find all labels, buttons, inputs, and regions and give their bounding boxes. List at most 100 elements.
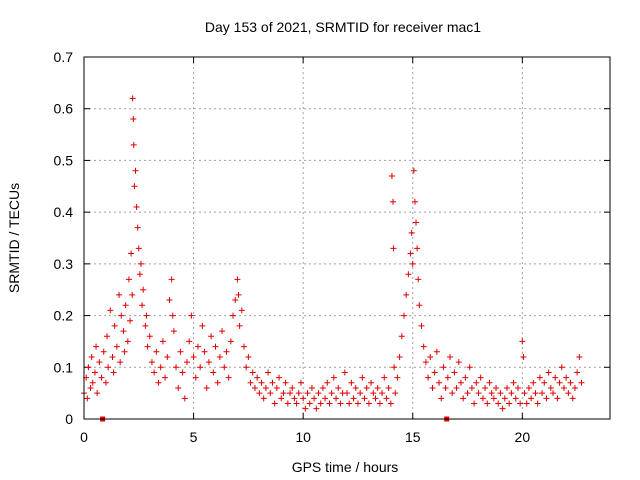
data-point: [157, 364, 164, 371]
data-point: [363, 384, 370, 391]
data-point: [326, 400, 333, 407]
data-point: [169, 312, 176, 319]
data-point: [98, 374, 105, 381]
data-point: [121, 348, 128, 355]
data-point: [416, 302, 423, 309]
data-point: [282, 379, 289, 386]
data-point: [216, 353, 223, 360]
data-point: [344, 390, 350, 397]
data-point: [418, 322, 425, 329]
data-point: [391, 364, 398, 371]
data-point: [251, 384, 258, 391]
y-tick-label: 0.1: [54, 359, 74, 375]
data-point: [565, 390, 572, 397]
data-point: [234, 276, 241, 283]
data-point: [179, 369, 186, 376]
data-point: [219, 328, 226, 335]
data-point: [304, 390, 311, 397]
data-point: [348, 379, 355, 386]
data-point: [512, 395, 519, 402]
data-point: [173, 364, 180, 371]
data-point: [175, 384, 182, 391]
x-tick-label: 0: [80, 429, 88, 445]
data-point: [457, 379, 464, 386]
data-point: [89, 379, 96, 386]
data-point: [431, 369, 438, 376]
data-point: [455, 359, 462, 366]
data-point: [388, 172, 395, 179]
data-point: [574, 369, 581, 376]
data-point: [194, 343, 201, 350]
data-point: [466, 364, 473, 371]
data-point: [262, 384, 269, 391]
data-point: [464, 390, 471, 397]
data-point: [411, 198, 418, 205]
data-point: [534, 400, 541, 407]
y-tick-label: 0: [65, 411, 73, 427]
data-point: [468, 384, 475, 391]
data-point: [186, 338, 193, 345]
data-point: [506, 400, 513, 407]
data-point: [519, 338, 526, 345]
data-point: [440, 364, 447, 371]
data-point: [205, 359, 212, 366]
data-point: [184, 359, 191, 366]
data-point: [102, 379, 109, 386]
data-point: [192, 374, 199, 381]
data-point: [413, 219, 420, 226]
data-point: [447, 353, 454, 360]
data-point: [260, 395, 267, 402]
data-point: [558, 364, 565, 371]
data-point: [210, 369, 217, 376]
data-point: [425, 374, 432, 381]
data-point: [520, 353, 527, 360]
data-point: [508, 390, 515, 397]
data-point: [556, 379, 563, 386]
data-point: [181, 395, 188, 402]
data-point: [422, 359, 429, 366]
data-point: [521, 390, 528, 397]
data-point: [368, 379, 375, 386]
data-point: [482, 384, 489, 391]
data-point: [427, 353, 434, 360]
data-point: [88, 353, 95, 360]
data-point: [376, 400, 383, 407]
data-point: [390, 245, 397, 252]
data-point: [258, 379, 265, 386]
data-point: [113, 343, 120, 350]
data-point: [212, 343, 219, 350]
data-point: [236, 322, 243, 329]
data-point: [203, 384, 210, 391]
data-point: [130, 116, 137, 123]
data-point: [525, 384, 532, 391]
data-point: [543, 395, 550, 402]
data-point: [493, 384, 500, 391]
data-point: [199, 322, 206, 329]
data-point: [271, 400, 278, 407]
data-point: [177, 348, 184, 355]
data-point: [308, 384, 315, 391]
data-point: [124, 338, 131, 345]
data-point: [451, 369, 458, 376]
data-point: [94, 390, 101, 397]
data-point: [414, 245, 421, 252]
data-point: [136, 271, 143, 278]
data-point: [153, 348, 160, 355]
data-point: [118, 312, 125, 319]
data-point: [350, 395, 357, 402]
data-point: [127, 317, 134, 324]
data-point: [438, 395, 445, 402]
data-point: [405, 271, 412, 278]
x-tick-label: 20: [515, 429, 531, 445]
data-point: [517, 400, 524, 407]
data-point: [144, 343, 151, 350]
data-point: [247, 379, 254, 386]
data-point: [84, 395, 91, 402]
data-point: [576, 353, 583, 360]
data-point: [85, 364, 92, 371]
data-point: [370, 390, 377, 397]
data-point: [433, 348, 440, 355]
data-point: [407, 250, 414, 257]
data-point: [449, 390, 456, 397]
